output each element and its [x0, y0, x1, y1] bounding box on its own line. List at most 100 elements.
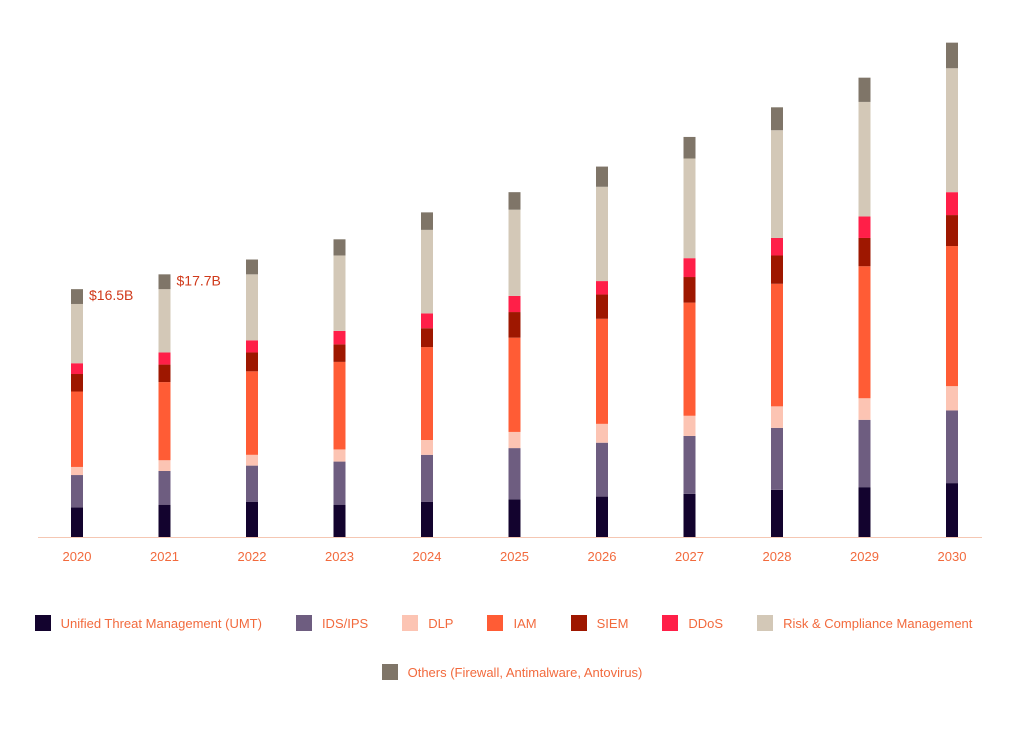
bar-segment-ddos-2028	[771, 237, 783, 256]
bar-segment-siem-2030	[946, 215, 958, 247]
x-tick-label-2028: 2028	[763, 549, 792, 564]
bar-segment-others-firewall-antimalware-antovirus-2023	[333, 239, 346, 256]
bar-segment-others-firewall-antimalware-antovirus-2028	[771, 107, 783, 131]
legend-item-siem: SIEM	[570, 615, 628, 631]
bar-segment-ids-ips-2029	[858, 419, 871, 488]
bar-segment-unified-threat-management-umt-2021	[158, 504, 171, 537]
bar-segment-risk-compliance-management-2022	[246, 274, 258, 341]
bar-segment-risk-compliance-management-2027	[683, 158, 696, 259]
bar-segment-others-firewall-antimalware-antovirus-2021	[158, 274, 171, 290]
bar-segment-risk-compliance-management-2026	[596, 186, 608, 282]
legend-swatch-siem	[570, 615, 587, 631]
bar-segment-risk-compliance-management-2025	[508, 209, 521, 296]
bar-segment-dlp-2027	[683, 415, 696, 436]
bar-segment-others-firewall-antimalware-antovirus-2030	[946, 42, 958, 69]
legend-label-iam: IAM	[513, 615, 537, 631]
bar-segment-siem-2027	[683, 277, 696, 303]
legend-item-ddos: DDoS	[662, 615, 723, 631]
bar-segment-risk-compliance-management-2020	[71, 303, 83, 364]
bar-segment-others-firewall-antimalware-antovirus-2025	[508, 192, 521, 210]
legend-swatch-dlp	[402, 615, 419, 631]
bar-segment-dlp-2024	[421, 440, 433, 455]
bar-segment-others-firewall-antimalware-antovirus-2029	[858, 77, 871, 102]
legend-item-ids-ips: IDS/IPS	[295, 615, 369, 631]
bar-segment-unified-threat-management-umt-2029	[858, 487, 871, 537]
bar-segment-ids-ips-2022	[246, 465, 258, 502]
bar-segment-ddos-2023	[333, 330, 346, 345]
legend-item-risk-compliance: Risk & Compliance Management	[757, 615, 972, 631]
bar-segment-dlp-2023	[333, 449, 346, 462]
bar-segment-iam-2021	[158, 382, 171, 461]
x-tick-label-2026: 2026	[588, 549, 617, 564]
bar-segment-siem-2025	[508, 312, 521, 338]
bar-segment-ids-ips-2027	[683, 435, 696, 494]
bar-segment-risk-compliance-management-2021	[158, 289, 171, 353]
bar-segment-iam-2028	[771, 283, 783, 407]
bar-segment-dlp-2028	[771, 406, 783, 428]
bar-segment-dlp-2020	[71, 466, 83, 476]
bar-segment-iam-2024	[421, 347, 433, 441]
bar-segment-siem-2022	[246, 352, 258, 372]
x-tick-label-2029: 2029	[850, 549, 879, 564]
bar-segment-risk-compliance-management-2028	[771, 130, 783, 238]
legend-label-ids-ips: IDS/IPS	[321, 615, 369, 631]
bar-segment-unified-threat-management-umt-2028	[771, 489, 783, 537]
bar-segment-ddos-2029	[858, 216, 871, 238]
legend-label-dlp: DLP	[428, 615, 454, 631]
legend-swatch-ids-ips	[295, 615, 312, 631]
legend-swatch-ddos	[662, 615, 679, 631]
bar-segment-dlp-2026	[596, 423, 608, 443]
bar-segment-unified-threat-management-umt-2027	[683, 493, 696, 537]
bar-segment-iam-2020	[71, 391, 83, 467]
bar-segment-unified-threat-management-umt-2026	[596, 496, 608, 537]
bar-segment-iam-2030	[946, 246, 958, 387]
bar-segment-ids-ips-2026	[596, 442, 608, 497]
bar-segment-dlp-2030	[946, 386, 958, 411]
bar-segment-iam-2027	[683, 302, 696, 416]
bar-segment-others-firewall-antimalware-antovirus-2026	[596, 166, 608, 187]
x-tick-label-2025: 2025	[500, 549, 529, 564]
stacked-bar-chart: 2020 2021 2022 2023 2024 2025 2026 2027 2028 2029…	[38, 42, 982, 564]
x-tick-label-2024: 2024	[413, 549, 442, 564]
x-tick-label-2021: 2021	[150, 549, 179, 564]
bar-segment-ddos-2026	[596, 281, 608, 295]
bar-segment-iam-2026	[596, 318, 608, 424]
annotation-total-2021: $17.7B	[177, 272, 221, 288]
bar-segment-iam-2025	[508, 337, 521, 432]
bar-segment-unified-threat-management-umt-2023	[333, 504, 346, 537]
legend-swatch-umt	[34, 615, 51, 631]
bar-segment-siem-2020	[71, 374, 83, 392]
legend-item-others: Others (Firewall, Antimalware, Antovirus…	[381, 664, 643, 680]
x-tick-label-2022: 2022	[238, 549, 267, 564]
bar-segment-ids-ips-2025	[508, 448, 521, 500]
bar-segment-risk-compliance-management-2029	[858, 101, 871, 217]
bar-segment-ddos-2030	[946, 192, 958, 216]
bar-segment-dlp-2021	[158, 460, 171, 471]
bar-segment-siem-2029	[858, 237, 871, 267]
legend-label-umt: Unified Threat Management (UMT)	[60, 615, 262, 631]
bar-segment-iam-2023	[333, 361, 346, 450]
annotation-total-2020: $16.5B	[89, 287, 133, 303]
legend-swatch-risk-compliance	[757, 615, 774, 631]
bar-segment-risk-compliance-management-2030	[946, 68, 958, 193]
bar-segment-unified-threat-management-umt-2025	[508, 499, 521, 537]
legend-swatch-iam	[487, 615, 504, 631]
bar-segment-ddos-2027	[683, 258, 696, 278]
bar-segment-ddos-2024	[421, 313, 433, 329]
bar-segment-others-firewall-antimalware-antovirus-2024	[421, 212, 433, 230]
bar-segment-ddos-2021	[158, 352, 171, 365]
legend-item-dlp: DLP	[402, 615, 453, 631]
bar-segment-unified-threat-management-umt-2020	[71, 507, 83, 537]
legend-item-iam: IAM	[487, 615, 537, 631]
bar-segment-others-firewall-antimalware-antovirus-2027	[683, 136, 696, 159]
bar-segment-siem-2023	[333, 344, 346, 362]
bar-segment-siem-2028	[771, 255, 783, 284]
bar-segment-ids-ips-2023	[333, 461, 346, 505]
legend-label-others: Others (Firewall, Antimalware, Antovirus…	[407, 664, 643, 680]
legend-label-ddos: DDoS	[688, 615, 724, 631]
bar-segment-others-firewall-antimalware-antovirus-2022	[246, 259, 258, 275]
bar-segment-siem-2024	[421, 328, 433, 348]
bar-segment-ids-ips-2020	[71, 475, 83, 508]
bar-segment-unified-threat-management-umt-2030	[946, 483, 958, 537]
